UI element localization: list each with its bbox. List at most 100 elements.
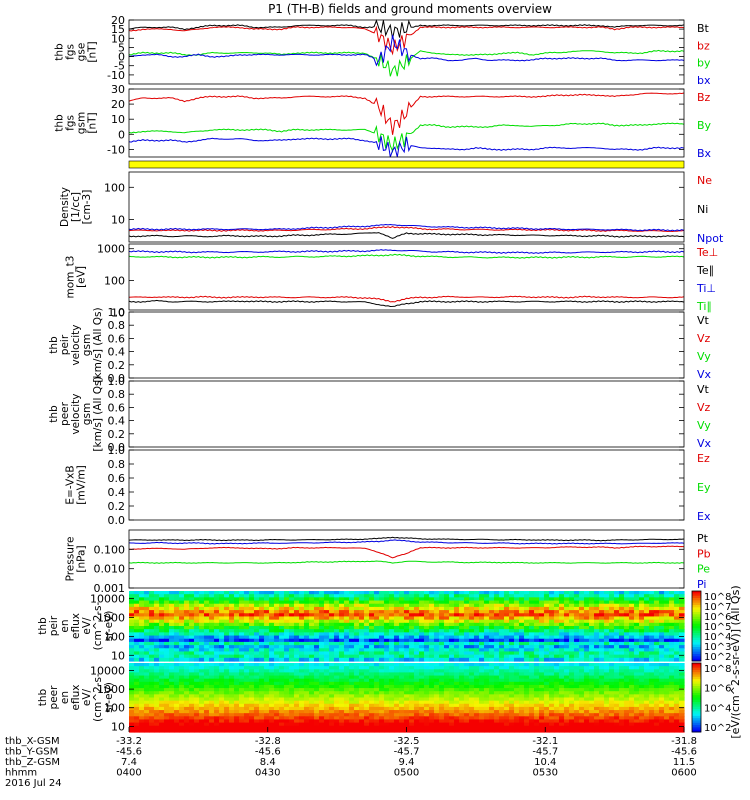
spectrogram-cell — [559, 658, 565, 662]
spectrogram-cell — [289, 658, 295, 662]
legend-label: Te⊥ — [696, 246, 718, 259]
spectrogram-cell — [514, 658, 520, 662]
legend-label: by — [697, 57, 711, 70]
y-label-line: [nPa] — [76, 545, 88, 572]
spectrogram-cell — [139, 658, 145, 662]
y-tick-label: 0.4 — [108, 486, 126, 499]
spectrogram-cell — [424, 658, 430, 662]
legend-label: Ti⊥ — [696, 282, 716, 295]
legend-label: Vy — [697, 419, 711, 432]
spectrogram-cell — [189, 658, 195, 662]
spectrogram-cell — [534, 658, 540, 662]
panel-fgs_gse: Btbzbybx20151050-5-10thb fgs gse [nT] — [54, 14, 711, 87]
y-label-line: [cm-3] — [81, 190, 93, 225]
panel-bg — [129, 89, 684, 157]
legend-label: bx — [697, 74, 711, 87]
spectrogram-cell — [129, 658, 135, 662]
legend-label: Vz — [697, 332, 711, 345]
spectrogram-cell — [319, 658, 325, 662]
legend-label: By — [697, 119, 712, 132]
legend-label: Pb — [697, 547, 711, 560]
spectrogram-cell — [519, 658, 525, 662]
y-tick-label: 0 — [118, 128, 125, 141]
y-tick-label: 0.8 — [108, 319, 126, 332]
plot-title: P1 (TH-B) fields and ground moments over… — [268, 2, 552, 16]
spectrogram-cell — [589, 658, 595, 662]
spectrogram-cell — [179, 658, 185, 662]
spectrogram-cell — [339, 658, 345, 662]
legend-label: Vx — [697, 368, 712, 381]
spectrogram-cell — [219, 658, 225, 662]
colorbar: 10^810^710^610^510^410^310^2 — [692, 591, 731, 663]
y-label-line: [eV] — [76, 266, 88, 288]
spectrogram-cell — [249, 658, 255, 662]
spectrogram-cell — [484, 658, 490, 662]
y-tick-label: 10 — [111, 214, 125, 227]
spectrogram-cell — [269, 658, 275, 662]
spectrogram-cell — [624, 658, 630, 662]
panel-peir_velocity: VtVzVyVx1.00.80.60.40.20.0thb peir velocit… — [48, 306, 712, 385]
spectrogram-cell — [574, 658, 580, 662]
spectrogram-cell — [409, 658, 415, 662]
spectrogram-cell — [504, 658, 510, 662]
spectrogram-cell — [324, 658, 330, 662]
spectrogram-cell — [174, 658, 180, 662]
spectrogram-cell — [379, 658, 385, 662]
y-tick-label: 0.6 — [108, 472, 126, 485]
spectrogram-cell — [149, 658, 155, 662]
legend-label: Pt — [697, 532, 709, 545]
y-axis-label: thb fgs gsm [nT] — [54, 112, 99, 134]
y-tick-label: 100 — [104, 275, 125, 288]
spectrogram-cell — [489, 658, 495, 662]
y-tick-label: 0.6 — [108, 401, 126, 414]
spectrogram-cell — [364, 658, 370, 662]
spectrogram-cell — [549, 658, 555, 662]
spectrogram-cell — [304, 658, 310, 662]
spectrogram-cell — [344, 658, 350, 662]
panels: Btbzbybx20151050-5-10thb fgs gse [nT]BzByBx… — [37, 14, 742, 739]
y-tick-label: 1000 — [97, 243, 125, 256]
legend-label: Ex — [697, 510, 711, 523]
y-tick-label: 0.2 — [108, 359, 126, 372]
spectrogram-cell — [329, 658, 335, 662]
y-tick-label: 0.8 — [108, 458, 126, 471]
spectrogram-cell — [454, 658, 460, 662]
spectrogram-cell — [274, 658, 280, 662]
spectrogram-cell — [564, 658, 570, 662]
panel-fgs_gsm: BzByBx3020100-10thb fgs gsm [nT] — [54, 83, 712, 160]
spectrogram-cell — [439, 658, 445, 662]
panel-temperature: Te⊥Te∥Ti⊥Ti∥100010010mom_t3 [eV] — [65, 243, 719, 320]
spectrogram-cell — [609, 658, 615, 662]
y-tick-label: 100 — [104, 181, 125, 194]
spectrogram-cell — [469, 658, 475, 662]
spectrogram-cell — [154, 658, 160, 662]
spectrogram-cell — [204, 658, 210, 662]
panel-bg — [129, 244, 684, 310]
spectrogram-cell — [539, 658, 545, 662]
spectrogram-cell — [264, 658, 270, 662]
spectrogram-cell — [674, 658, 680, 662]
y-tick-label: 1.0 — [108, 375, 126, 388]
spectrogram-cell — [309, 658, 315, 662]
panel-bg — [129, 530, 684, 588]
spectrogram-cell — [644, 658, 650, 662]
spectrogram-cell — [649, 658, 655, 662]
spectrogram-cell — [569, 658, 575, 662]
legend-label: Ti∥ — [696, 300, 712, 313]
legend-label: Ne — [697, 174, 712, 187]
spectrogram-cell — [229, 658, 235, 662]
spectrogram-cell — [659, 658, 665, 662]
spectrogram-cell — [164, 658, 170, 662]
spectrogram-cell — [479, 658, 485, 662]
spectrogram-cell — [334, 658, 340, 662]
spectrogram-cell — [464, 658, 470, 662]
panel-peer_velocity: VtVzVyVx1.00.80.60.40.20.0thb peer velocit… — [48, 375, 712, 454]
spectrogram-cell — [294, 658, 300, 662]
y-tick-label: 0.100 — [94, 543, 126, 556]
spectrogram-cell — [449, 658, 455, 662]
legend-label: Vt — [697, 383, 710, 396]
spectrogram-cell — [494, 658, 500, 662]
spectrogram-cell — [474, 658, 480, 662]
colorbar-tick-label: 10^2 — [704, 652, 731, 663]
y-axis-label: Density [1/cc] [cm-3] — [59, 187, 93, 227]
